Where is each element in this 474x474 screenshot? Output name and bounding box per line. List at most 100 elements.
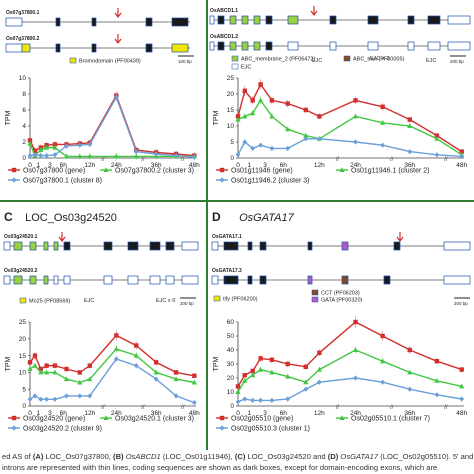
data-point <box>380 104 385 109</box>
isoform-label: OsGATA17.1 <box>212 234 242 240</box>
data-point <box>459 149 464 154</box>
panel-letter: D <box>212 210 221 224</box>
data-point <box>38 369 44 375</box>
x-tick-label: 1 <box>36 410 40 417</box>
x-tick-label: 3 <box>263 162 267 169</box>
domain-legend-label: ABC_membrane_2 (PF06472) <box>241 57 315 63</box>
exon <box>259 275 267 285</box>
exon <box>367 15 379 25</box>
y-tick-label: 20 <box>227 375 235 382</box>
y-tick-label: 0 <box>230 403 234 410</box>
x-tick-label: 0 <box>28 410 32 417</box>
data-point <box>380 142 386 148</box>
data-point <box>153 369 159 375</box>
data-point <box>173 153 179 159</box>
exon <box>241 41 249 51</box>
exon <box>103 275 113 285</box>
data-point <box>44 396 49 402</box>
exon <box>165 275 175 285</box>
exon <box>149 241 161 251</box>
data-point <box>250 145 256 151</box>
data-point <box>38 147 44 152</box>
data-point <box>380 379 386 385</box>
exon <box>383 275 391 285</box>
data-point <box>258 142 263 148</box>
axis-break: // <box>181 405 185 411</box>
exon <box>443 241 471 251</box>
data-point <box>44 153 49 159</box>
data-point <box>38 366 43 372</box>
y-tick-label: 25 <box>19 319 27 326</box>
gene-structure-c: Os03g24520.1 Os03g24520.2 EJC EJC x 6 Mo25 (… <box>3 232 199 306</box>
data-point <box>32 362 38 368</box>
y-tick-label: 10 <box>19 75 27 82</box>
scale-label: 200 bp <box>450 59 464 64</box>
y-tick-label: 0 <box>22 403 26 410</box>
axis-break: // <box>444 157 448 163</box>
y-tick-label: 20 <box>19 336 27 343</box>
data-point <box>459 383 465 389</box>
data-point <box>77 379 83 385</box>
data-point <box>44 144 50 150</box>
x-tick-label: 24h <box>111 162 122 169</box>
data-point <box>32 148 38 153</box>
y-tick-label: 4 <box>22 123 26 130</box>
legend-label: Os02g05510 (gene) <box>231 415 293 422</box>
x-tick-label: 24h <box>350 162 361 169</box>
legend-label: Os03g24520.2 (cluster 9) <box>23 425 102 432</box>
x-tick-label: 3 <box>48 162 52 169</box>
exon <box>43 275 49 285</box>
data-point <box>258 82 263 87</box>
exon <box>181 275 199 285</box>
data-point <box>235 389 241 394</box>
exon <box>5 43 23 53</box>
exon <box>29 241 37 251</box>
data-point <box>407 123 413 128</box>
exon <box>211 275 219 285</box>
x-tick-label: 1 <box>247 162 251 169</box>
x-tick-label: 12h <box>314 162 325 169</box>
exon <box>13 241 23 251</box>
data-point <box>353 319 358 325</box>
data-point <box>258 366 264 372</box>
data-point <box>303 136 309 142</box>
exon <box>145 17 153 27</box>
stop-codon-arrow <box>114 34 122 44</box>
y-tick-label: 10 <box>227 123 235 130</box>
domain-legend-label: CCT (PF06203) <box>321 291 360 297</box>
data-point <box>407 149 413 155</box>
isoform-label: Os03g24520.2 <box>4 268 38 274</box>
exon <box>259 241 267 251</box>
data-point <box>27 138 33 143</box>
series-line <box>29 334 195 377</box>
panel-separator-horizontal <box>0 200 474 202</box>
exon <box>253 15 261 25</box>
data-point <box>27 366 33 372</box>
isoform-label: Os07g37800.1 <box>6 10 40 16</box>
ejc-label: EJC <box>84 298 94 304</box>
y-axis-label: TPM <box>5 110 12 125</box>
y-tick-label: 15 <box>19 353 27 360</box>
data-point <box>32 152 38 158</box>
exon <box>53 241 59 251</box>
exon <box>127 275 139 285</box>
y-tick-label: 5 <box>230 139 234 146</box>
data-point <box>285 396 291 402</box>
axis-break: // <box>390 157 394 163</box>
exon <box>53 275 59 285</box>
isoform-label: OsABCD1.2 <box>210 34 238 40</box>
data-point <box>64 393 69 399</box>
data-point <box>52 396 58 402</box>
exon <box>217 41 225 51</box>
exon <box>91 17 97 27</box>
legend-label: Os07g37800.2 (cluster 3) <box>115 167 194 174</box>
exon <box>13 275 23 285</box>
domain-legend-swatch <box>311 296 319 303</box>
data-point <box>258 397 263 403</box>
x-tick-label: 24h <box>111 410 122 417</box>
data-point <box>11 415 17 421</box>
legend-label: Os01g11946.1 (cluster 2) <box>351 167 429 174</box>
x-tick-label: 0 <box>236 162 240 169</box>
